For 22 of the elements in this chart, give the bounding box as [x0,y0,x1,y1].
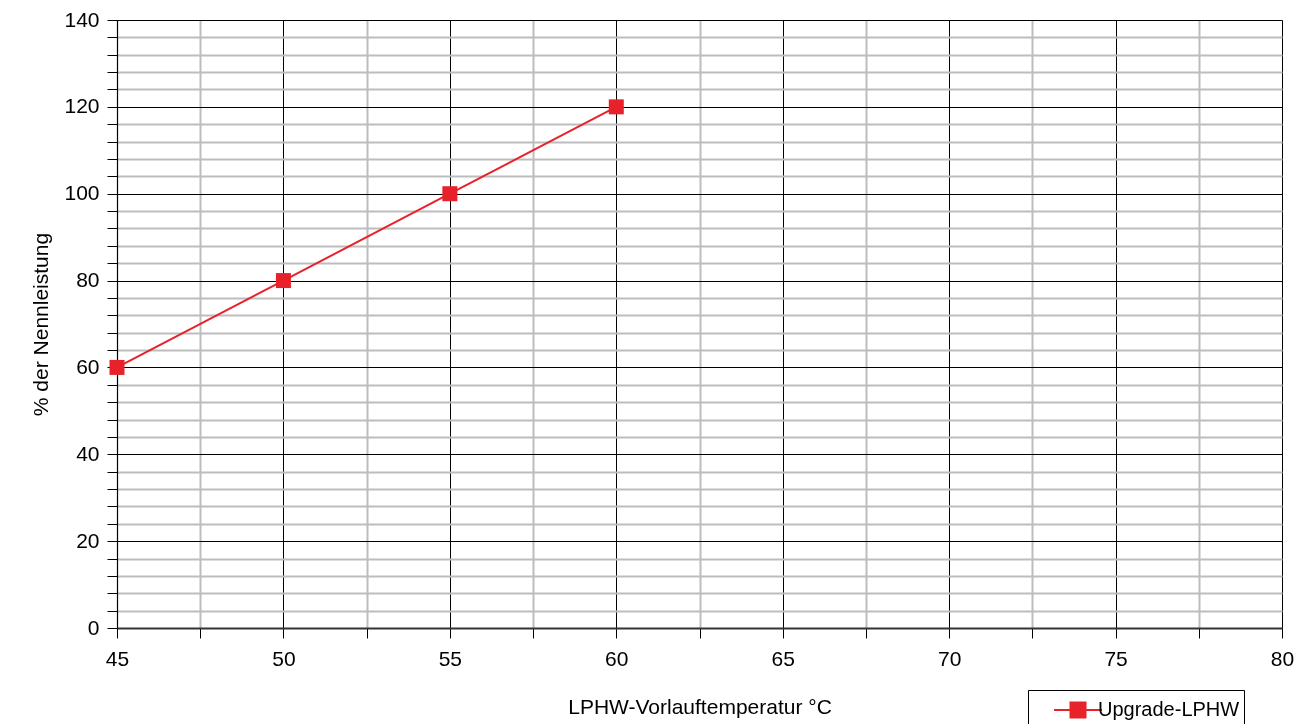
x-tick-label: 80 [1270,646,1295,670]
y-tick-label: 140 [64,7,100,31]
y-tick-label: 40 [76,441,100,465]
x-tick-label: 60 [605,646,629,670]
x-tick-label: 65 [771,646,795,670]
y-tick-label: 0 [87,615,100,639]
x-tick-label: 45 [105,646,130,670]
legend-label: Upgrade-LPHW [1098,698,1240,720]
point [275,273,291,289]
y-tick-label: 60 [76,354,100,378]
y-tick-label: 20 [76,528,100,552]
point [608,99,624,115]
y-axis-title: % der Nennleistung [29,232,53,417]
y-tick-label: 80 [76,268,100,292]
x-tick-label: 55 [438,646,463,670]
point [442,186,458,202]
x-tick-label: 70 [937,646,962,670]
y-tick-label: 120 [64,94,100,118]
y-tick-label: 100 [64,181,100,205]
x-axis-title: LPHW-Vorlauftemperatur °C [568,694,832,718]
x-tick-label: 75 [1104,646,1128,670]
x-tick-label: 50 [272,646,296,670]
